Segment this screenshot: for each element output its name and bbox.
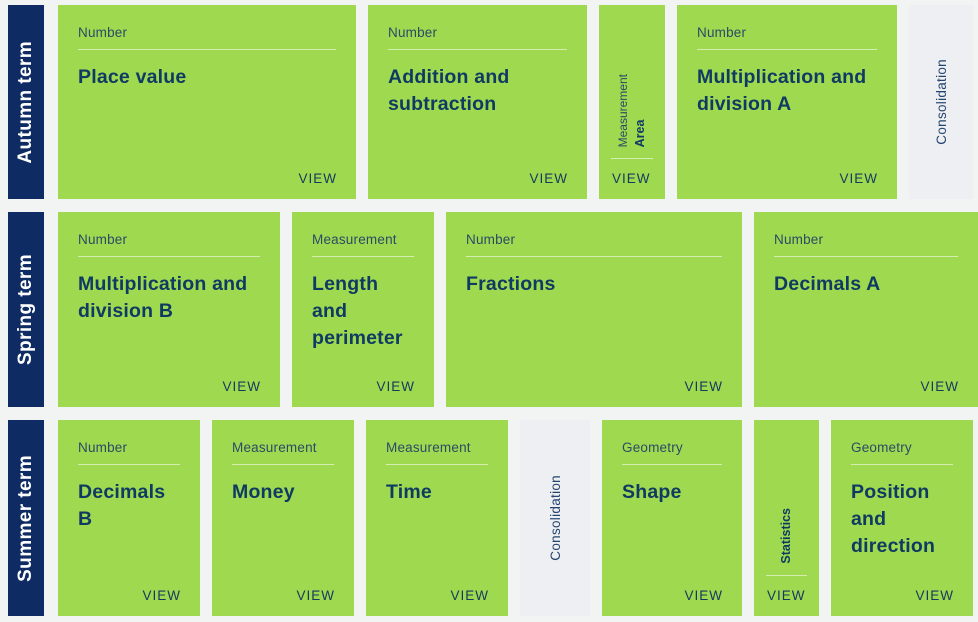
view-button[interactable]: VIEW xyxy=(296,588,335,603)
view-button[interactable]: VIEW xyxy=(529,171,568,186)
topic-card-time[interactable]: Measurement Time VIEW xyxy=(366,420,508,616)
topic-card-decimals-a[interactable]: Number Decimals A VIEW xyxy=(754,212,978,407)
topic-card-statistics[interactable]: Statistics VIEW xyxy=(754,420,819,616)
consolidation-card: Consolidation xyxy=(909,5,973,199)
term-label: Autumn term xyxy=(15,40,36,164)
card-title: Money xyxy=(232,481,295,503)
card-title: Area xyxy=(633,119,647,147)
view-button[interactable]: VIEW xyxy=(920,379,959,394)
card-divider xyxy=(78,464,180,465)
card-divider xyxy=(466,256,722,257)
view-button[interactable]: VIEW xyxy=(298,171,337,186)
term-label-wrap: Spring term xyxy=(8,212,44,407)
card-title: Statistics xyxy=(779,508,793,564)
view-button[interactable]: VIEW xyxy=(767,588,806,603)
view-button[interactable]: VIEW xyxy=(915,588,954,603)
card-title: Decimals B xyxy=(78,481,166,530)
card-divider xyxy=(851,464,953,465)
card-divider xyxy=(622,464,722,465)
card-divider xyxy=(766,575,807,576)
view-button[interactable]: VIEW xyxy=(450,588,489,603)
card-category: Number xyxy=(78,232,128,247)
term-row-spring: Spring term Number Multiplication and di… xyxy=(8,212,978,407)
term-label-wrap: Autumn term xyxy=(8,5,44,199)
topic-card-money[interactable]: Measurement Money VIEW xyxy=(212,420,354,616)
card-title: Decimals A xyxy=(774,273,881,295)
card-title: Shape xyxy=(622,481,682,503)
term-row-summer: Summer term Number Decimals B VIEW Measu… xyxy=(8,420,978,616)
card-title: Multiplication and division B xyxy=(78,273,248,322)
card-divider xyxy=(388,49,567,50)
topic-card-area[interactable]: Measurement Area VIEW xyxy=(599,5,665,199)
topic-card-shape[interactable]: Geometry Shape VIEW xyxy=(602,420,742,616)
card-title: Multiplication and division A xyxy=(697,66,867,115)
card-divider xyxy=(611,158,653,159)
card-divider xyxy=(774,256,958,257)
card-category: Number xyxy=(78,25,128,40)
consolidation-label: Consolidation xyxy=(547,475,563,561)
topic-card-fractions[interactable]: Number Fractions VIEW xyxy=(446,212,742,407)
term-bar-autumn: Autumn term xyxy=(8,5,44,199)
view-button[interactable]: VIEW xyxy=(612,171,651,186)
card-category: Measurement xyxy=(386,440,471,455)
card-title: Fractions xyxy=(466,273,556,295)
card-title: Place value xyxy=(78,66,187,88)
card-category: Number xyxy=(466,232,516,247)
card-divider xyxy=(312,256,414,257)
view-button[interactable]: VIEW xyxy=(142,588,181,603)
consolidation-card: Consolidation xyxy=(520,420,590,616)
term-label: Summer term xyxy=(15,454,36,582)
topic-card-addition-and-subtraction[interactable]: Number Addition and subtraction VIEW xyxy=(368,5,587,199)
view-button[interactable]: VIEW xyxy=(376,379,415,394)
term-bar-summer: Summer term xyxy=(8,420,44,616)
term-label-wrap: Summer term xyxy=(8,420,44,616)
card-category: Geometry xyxy=(851,440,912,455)
vertical-label-wrap: Consolidation xyxy=(909,5,973,199)
card-category: Measurement xyxy=(616,73,630,147)
consolidation-label: Consolidation xyxy=(933,59,949,145)
topic-card-place-value[interactable]: Number Place value VIEW xyxy=(58,5,356,199)
view-button[interactable]: VIEW xyxy=(222,379,261,394)
card-title: Time xyxy=(386,481,432,503)
view-button[interactable]: VIEW xyxy=(684,588,723,603)
term-bar-spring: Spring term xyxy=(8,212,44,407)
topic-card-multiplication-division-a[interactable]: Number Multiplication and division A VIE… xyxy=(677,5,897,199)
view-button[interactable]: VIEW xyxy=(684,379,723,394)
topic-card-length-and-perimeter[interactable]: Measurement Length and perimeter VIEW xyxy=(292,212,434,407)
topic-card-position-and-direction[interactable]: Geometry Position and direction VIEW xyxy=(831,420,973,616)
card-title: Length and perimeter xyxy=(312,273,403,349)
vertical-label-wrap: Measurement Area xyxy=(599,15,665,147)
vertical-label: Statistics xyxy=(778,508,795,564)
card-divider xyxy=(697,49,877,50)
term-row-autumn: Autumn term Number Place value VIEW Numb… xyxy=(8,5,978,199)
card-divider xyxy=(232,464,334,465)
card-category: Measurement xyxy=(232,440,317,455)
term-label: Spring term xyxy=(15,253,36,366)
topic-card-decimals-b[interactable]: Number Decimals B VIEW xyxy=(58,420,200,616)
card-divider xyxy=(78,49,336,50)
card-category: Geometry xyxy=(622,440,683,455)
card-category: Number xyxy=(388,25,438,40)
vertical-label-wrap: Statistics xyxy=(754,430,819,564)
card-divider xyxy=(386,464,488,465)
card-divider xyxy=(78,256,260,257)
card-title: Position and direction xyxy=(851,481,936,557)
view-button[interactable]: VIEW xyxy=(839,171,878,186)
card-category: Measurement xyxy=(312,232,397,247)
topic-card-multiplication-division-b[interactable]: Number Multiplication and division B VIE… xyxy=(58,212,280,407)
vertical-label: Measurement Area xyxy=(615,74,649,147)
vertical-label-wrap: Consolidation xyxy=(520,420,590,616)
card-title: Addition and subtraction xyxy=(388,66,510,115)
card-category: Number xyxy=(697,25,747,40)
card-category: Number xyxy=(78,440,128,455)
card-category: Number xyxy=(774,232,824,247)
